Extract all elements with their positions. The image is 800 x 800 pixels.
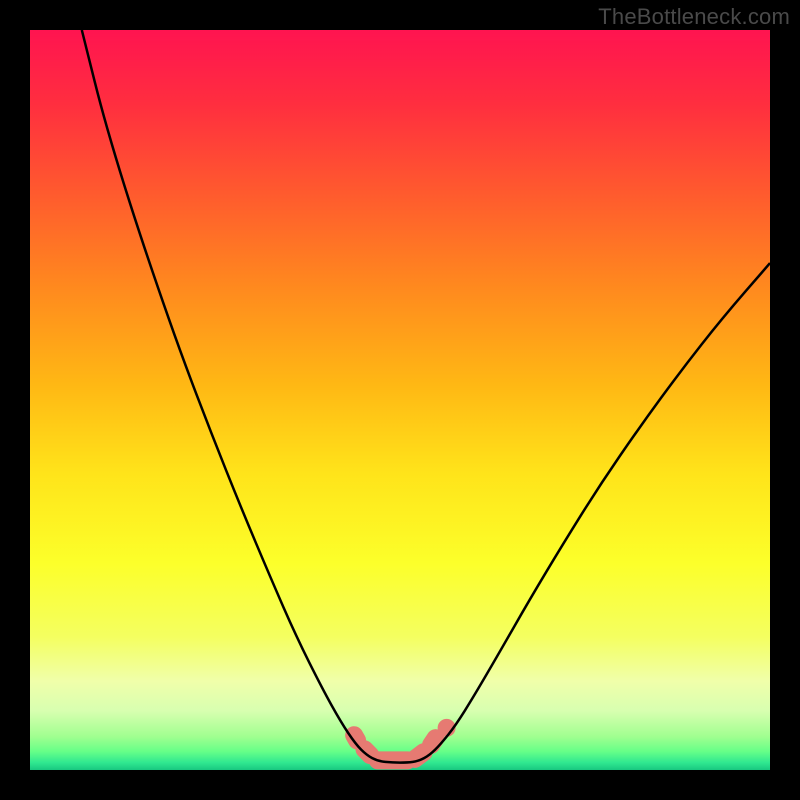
viewport: TheBottleneck.com	[0, 0, 800, 800]
bottleneck-chart	[0, 0, 800, 800]
